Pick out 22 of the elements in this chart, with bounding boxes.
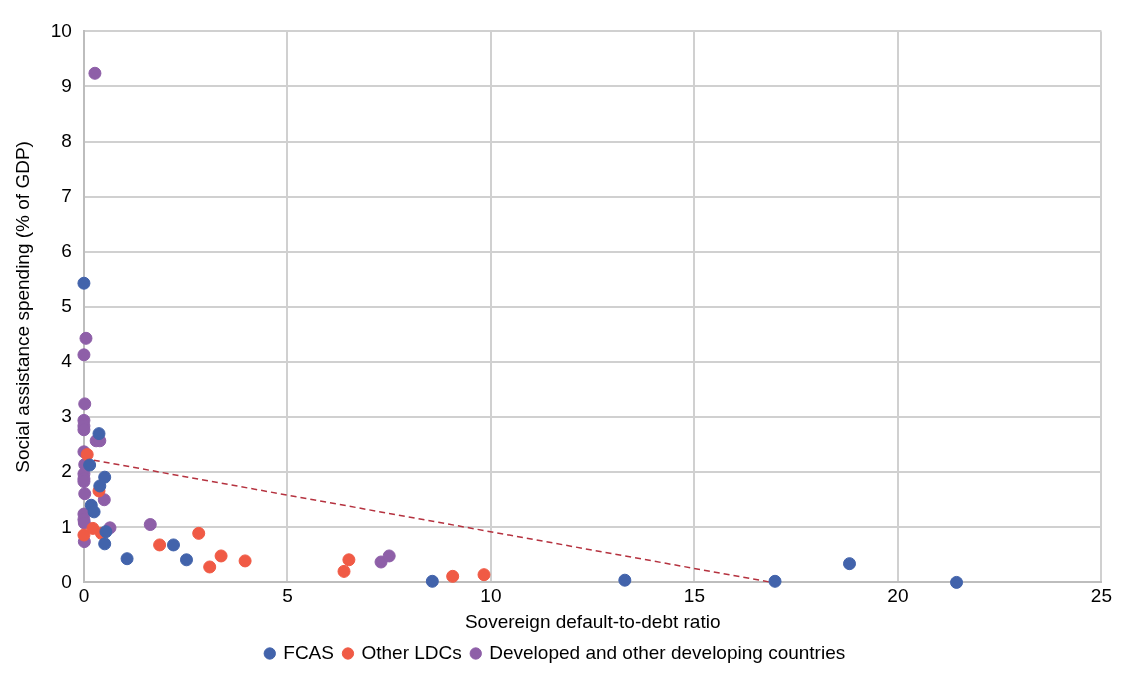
y-tick-label: 3 bbox=[61, 405, 72, 427]
y-tick-label: 5 bbox=[61, 295, 72, 317]
x-tick-label: 0 bbox=[78, 585, 90, 607]
y-axis-title: Social assistance spending (% of GDP) bbox=[11, 141, 33, 473]
y-tick-label: 2 bbox=[61, 460, 72, 482]
y-tick-label: 1 bbox=[61, 515, 72, 537]
y-tick-label: 10 bbox=[50, 19, 72, 41]
legend-label: FCAS bbox=[283, 641, 334, 663]
y-tick-label: 7 bbox=[61, 184, 72, 206]
y-tick-label: 9 bbox=[61, 74, 72, 96]
y-tick-label: 8 bbox=[61, 129, 72, 151]
x-tick-label: 25 bbox=[1090, 585, 1112, 607]
y-tick-label: 0 bbox=[61, 570, 72, 592]
x-axis-title: Sovereign default-to-debt ratio bbox=[464, 610, 721, 632]
y-tick-label: 6 bbox=[61, 240, 72, 262]
x-tick-label: 5 bbox=[282, 585, 293, 607]
legend-label: Other LDCs bbox=[361, 641, 462, 663]
x-tick-label: 20 bbox=[887, 585, 909, 607]
x-tick-label: 15 bbox=[683, 585, 705, 607]
legend-label: Developed and other developing countries bbox=[489, 641, 846, 663]
x-tick-label: 10 bbox=[480, 585, 502, 607]
y-tick-label: 4 bbox=[61, 350, 73, 372]
